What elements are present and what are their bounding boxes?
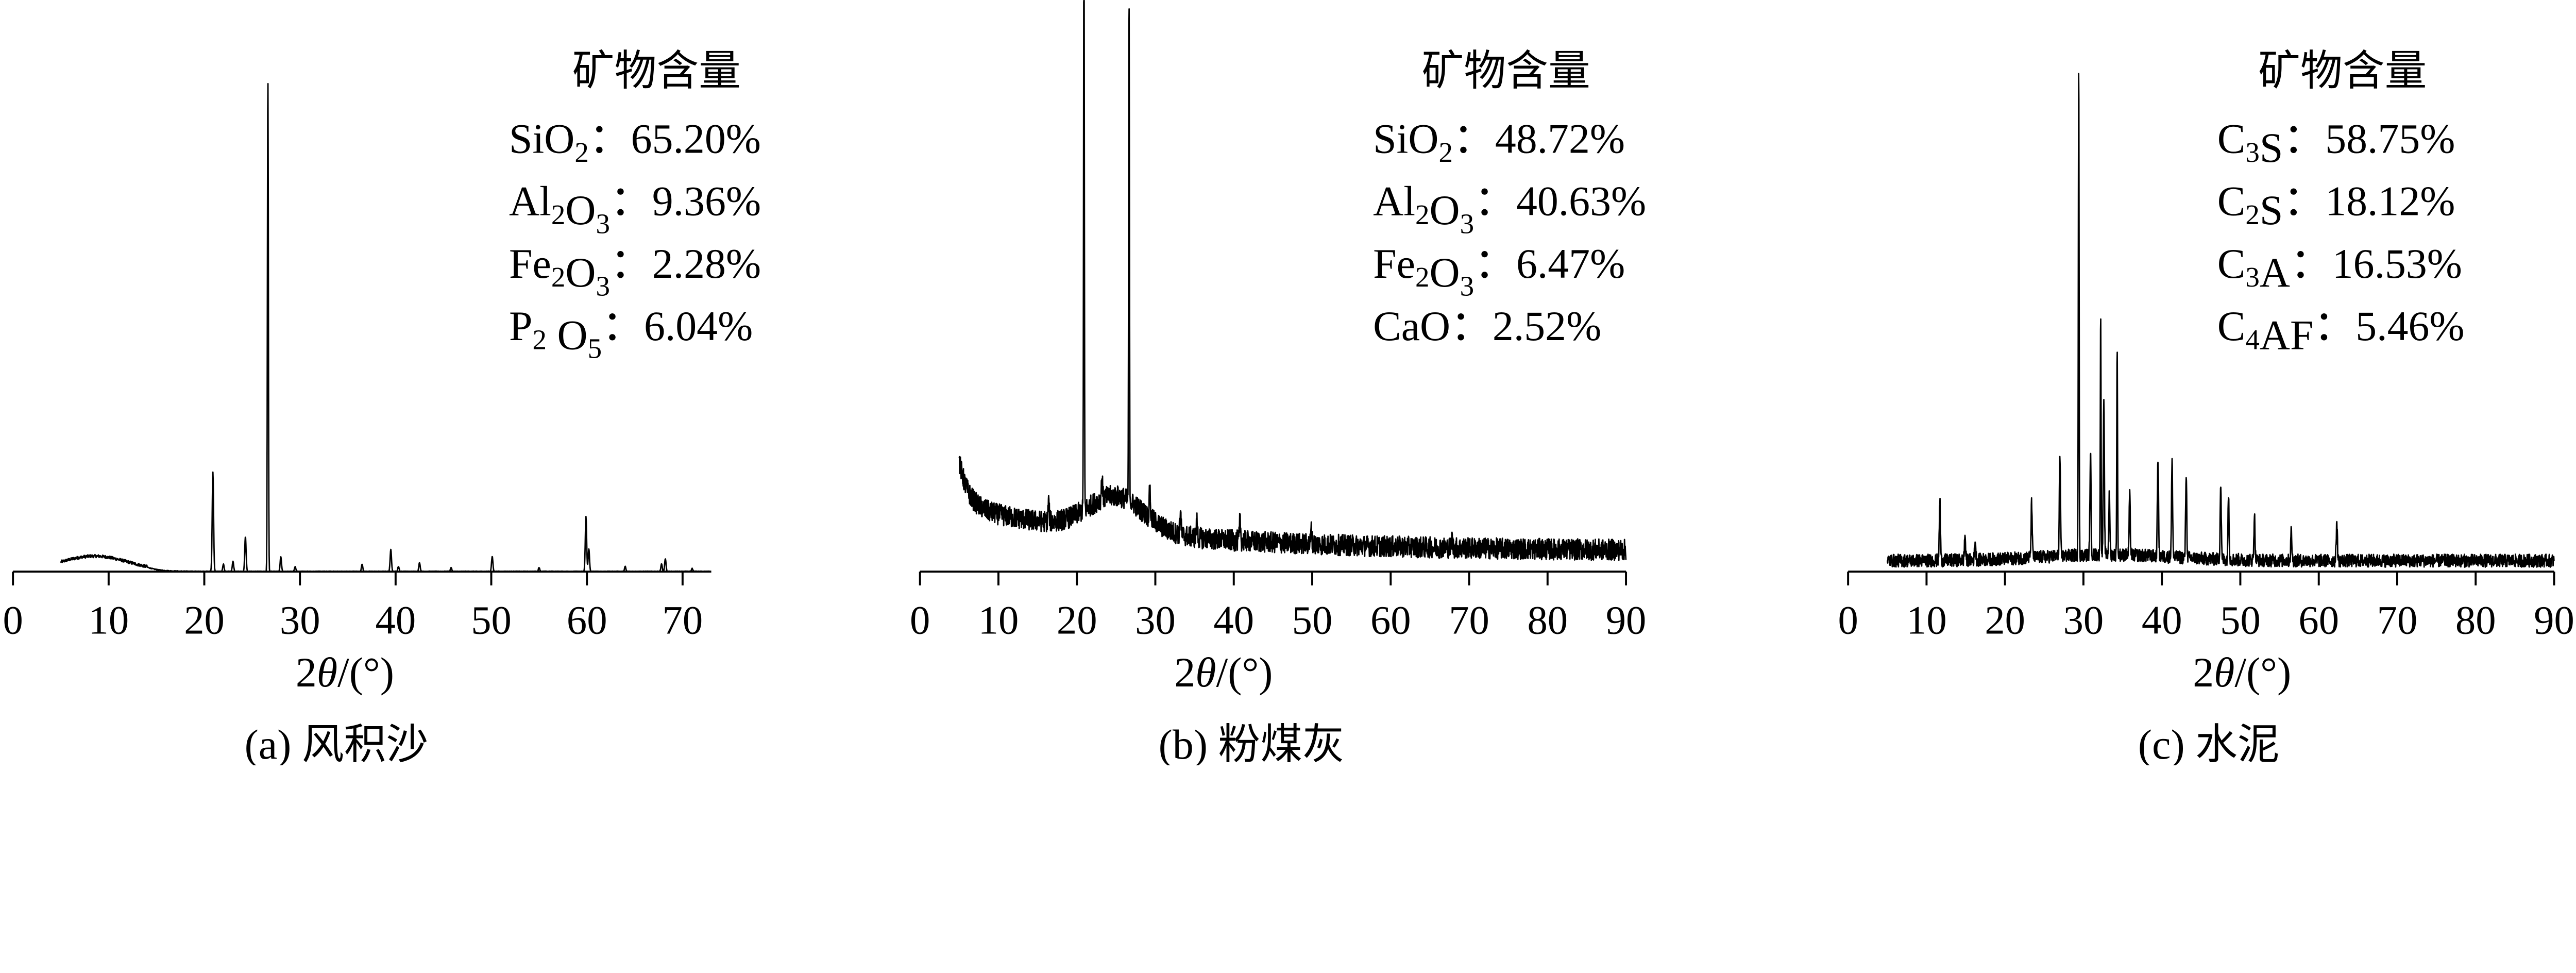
mineral-percentage: 5.46% (2355, 303, 2464, 349)
mineral-percentage: 18.12% (2325, 178, 2455, 225)
mineral-value-text: ：65.20% (589, 115, 761, 162)
mineral-percentage: 65.20% (631, 115, 761, 162)
mineral-percentage: 48.72% (1495, 115, 1625, 162)
mineral-content-line: Fe2O3 ：6.47% (1373, 240, 1625, 302)
mineral-value-text: ：6.47% (1474, 240, 1625, 287)
panel-caption: (b) 粉煤灰 (1159, 721, 1345, 765)
mineral-content-line: C3A ：16.53% (2217, 240, 2462, 296)
mineral-content-line: C2S ：18.12% (2217, 178, 2455, 233)
mineral-value-text: ：58.75% (2283, 115, 2455, 162)
x-tick-label: 20 (184, 598, 225, 643)
xrd-pattern-line (1886, 73, 2555, 568)
mineral-content-line: SiO2 ：48.72% (1373, 115, 1625, 168)
mineral-formula: SiO2 (509, 115, 589, 168)
x-tick-label: 50 (1292, 598, 1333, 643)
mineral-formula: C2S (2217, 178, 2283, 233)
x-tick-label: 90 (2534, 598, 2574, 643)
x-tick-label: 30 (1135, 598, 1176, 643)
xrd-pattern-line (958, 0, 1627, 561)
mineral-percentage: 2.28% (652, 240, 761, 287)
x-tick-label: 0 (910, 598, 930, 643)
mineral-content-line: P2 O5 ：6.04% (509, 303, 753, 364)
x-tick-label: 70 (2377, 598, 2418, 643)
mineral-formula: SiO2 (1373, 115, 1453, 168)
x-tick-label: 10 (1906, 598, 1947, 643)
x-tick-label: 10 (89, 598, 129, 643)
x-tick-label: 60 (567, 598, 607, 643)
mineral-content-line: C3S ：58.75% (2217, 115, 2455, 171)
mineral-formula: P2 O5 (509, 303, 602, 364)
x-tick-label: 40 (1213, 598, 1254, 643)
mineral-percentage: 58.75% (2325, 115, 2455, 162)
x-tick-label: 0 (1838, 598, 1858, 643)
mineral-formula: Fe2O3 (1373, 240, 1474, 302)
x-tick-label: 80 (1527, 598, 1568, 643)
x-tick-label: 20 (1985, 598, 2025, 643)
xrd-pattern-line (60, 82, 712, 573)
mineral-value-text: ：18.12% (2283, 178, 2455, 225)
panel-a: 0 10 20 30 40 50 60 70 2θ/(°) (a) 风积沙 矿物含量 SiO2 ：65.… (3, 47, 761, 765)
x-tick-label: 30 (2063, 598, 2104, 643)
mineral-formula: Fe2O3 (509, 240, 610, 302)
mineral-value-text: ：2.52% (1450, 303, 1601, 349)
mineral-content-line: CaO ：2.52% (1373, 303, 1601, 349)
mineral-formula: C3A (2217, 240, 2290, 296)
panel-caption: (c) 水泥 (2138, 721, 2280, 765)
x-tick-label: 50 (2220, 598, 2261, 643)
mineral-formula: CaO (1373, 303, 1450, 349)
x-tick-label: 70 (1449, 598, 1489, 643)
x-tick-label: 40 (2142, 598, 2182, 643)
mineral-value-text: ：5.46% (2313, 303, 2464, 349)
mineral-content-title: 矿物含量 (2258, 47, 2427, 94)
mineral-content-line: C4AF ：5.46% (2217, 303, 2465, 358)
x-tick-label: 80 (2455, 598, 2496, 643)
x-axis-label: 2θ/(°) (2193, 649, 2291, 696)
mineral-value-text: ：9.36% (610, 178, 761, 225)
mineral-percentage: 2.52% (1493, 303, 1601, 349)
x-tick-label: 50 (471, 598, 512, 643)
mineral-percentage: 6.47% (1516, 240, 1625, 287)
x-tick-label: 20 (1057, 598, 1097, 643)
mineral-formula: Al2O3 (1373, 178, 1474, 240)
mineral-content-line: SiO2 ：65.20% (509, 115, 761, 168)
mineral-content-title: 矿物含量 (572, 47, 741, 94)
x-tick-label: 60 (1370, 598, 1411, 643)
x-tick-label: 60 (2298, 598, 2339, 643)
mineral-value-text: ：6.04% (602, 303, 753, 349)
mineral-value-text: ：40.63% (1474, 178, 1646, 225)
x-tick-label: 40 (376, 598, 416, 643)
mineral-percentage: 9.36% (652, 178, 761, 225)
mineral-content-line: Fe2O3 ：2.28% (509, 240, 761, 302)
x-tick-label: 30 (280, 598, 320, 643)
x-tick-label: 0 (3, 598, 23, 643)
mineral-value-text: ：16.53% (2290, 240, 2462, 287)
x-tick-label: 70 (663, 598, 703, 643)
mineral-formula: Al2O3 (509, 178, 610, 240)
mineral-percentage: 40.63% (1516, 178, 1646, 225)
mineral-formula: C3S (2217, 115, 2283, 171)
x-axis-label: 2θ/(°) (1174, 649, 1273, 696)
mineral-content-title: 矿物含量 (1422, 47, 1590, 94)
x-axis-label: 2θ/(°) (296, 649, 394, 696)
x-tick-label: 10 (978, 598, 1019, 643)
x-tick-label: 90 (1606, 598, 1647, 643)
panel-caption: (a) 风积沙 (245, 721, 429, 765)
mineral-value-text: ：2.28% (610, 240, 761, 287)
mineral-content-line: Al2O3 ：40.63% (1373, 178, 1646, 240)
mineral-percentage: 6.04% (644, 303, 753, 349)
mineral-value-text: ：48.72% (1453, 115, 1625, 162)
mineral-content-line: Al2O3 ：9.36% (509, 178, 761, 240)
panel-b: 0 10 20 30 40 50 60 70 80 90 2θ/(°) (b) 粉煤灰 矿物含量 SiO2… (910, 0, 1646, 765)
mineral-percentage: 16.53% (2332, 240, 2462, 287)
mineral-formula: C4AF (2217, 303, 2314, 358)
